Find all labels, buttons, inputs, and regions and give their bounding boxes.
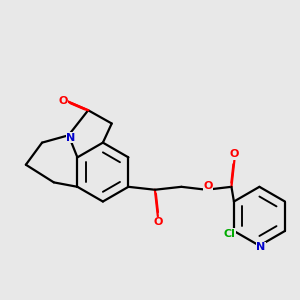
Text: O: O — [203, 181, 213, 191]
Text: N: N — [66, 133, 76, 142]
Text: O: O — [230, 149, 239, 159]
Text: Cl: Cl — [224, 229, 236, 239]
Text: O: O — [153, 217, 163, 227]
Text: O: O — [58, 96, 68, 106]
Text: N: N — [256, 242, 266, 252]
